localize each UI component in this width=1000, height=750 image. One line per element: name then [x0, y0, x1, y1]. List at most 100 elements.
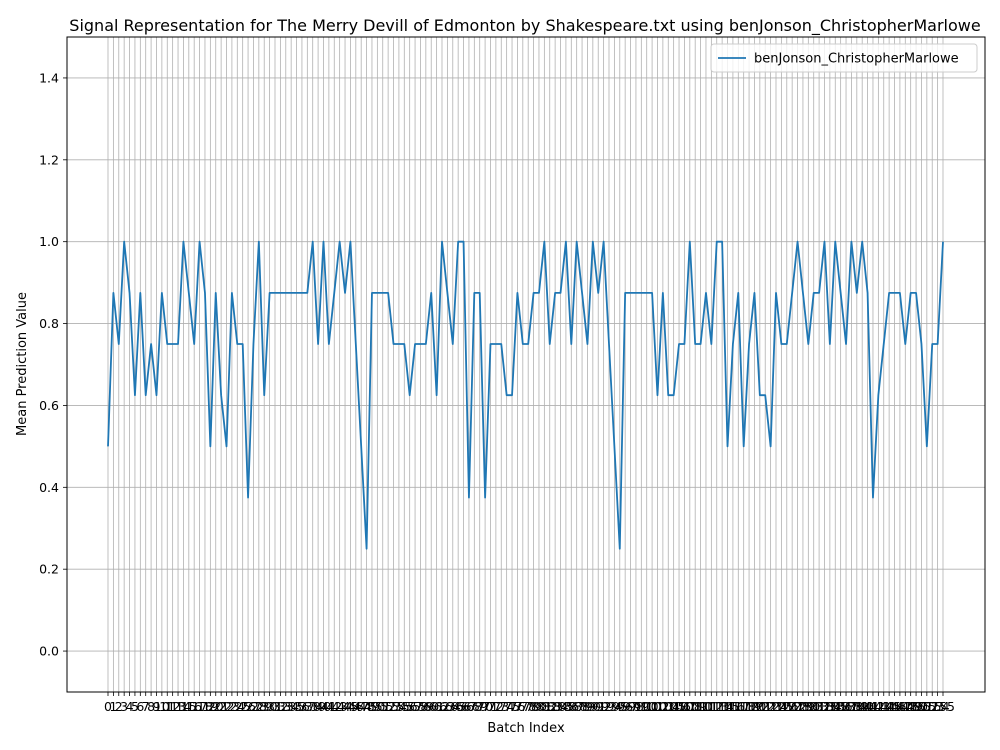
series-layer: [107, 240, 944, 550]
x-tick-label: 101: [640, 699, 664, 714]
x-tick-label: 45: [342, 699, 358, 714]
x-tick-label: 121: [748, 699, 772, 714]
grid: [67, 37, 985, 692]
x-tick-label: 88: [574, 699, 590, 714]
x-tick-label: 146: [883, 699, 907, 714]
x-tick-label: 47: [353, 699, 369, 714]
x-tick-label: 104: [656, 699, 680, 714]
x-tick-label: 15: [181, 699, 197, 714]
x-tick-label: 22: [219, 699, 235, 714]
x-tick-label: 13: [170, 699, 186, 714]
x-tick-label: 34: [283, 699, 299, 714]
x-tick-label: 147: [888, 699, 912, 714]
x-tick-label: 48: [359, 699, 375, 714]
x-tick-label: 4: [126, 699, 134, 714]
x-tick-label: 38: [305, 699, 321, 714]
x-tick-label: 75: [504, 699, 520, 714]
x-tick-label: 17: [192, 699, 208, 714]
x-tick-label: 91: [590, 699, 606, 714]
x-tick-label: 8: [147, 699, 155, 714]
x-tick-label: 149: [899, 699, 923, 714]
x-axis: 0123456789101112131415161718192021222324…: [104, 692, 955, 714]
x-tick-label: 19: [202, 699, 218, 714]
x-tick-label: 96: [617, 699, 633, 714]
x-tick-label: 12: [165, 699, 181, 714]
x-tick-label: 74: [499, 699, 515, 714]
x-tick-label: 24: [229, 699, 245, 714]
x-tick-label: 90: [585, 699, 601, 714]
x-tick-label: 151: [910, 699, 934, 714]
x-tick-label: 3: [120, 699, 128, 714]
x-tick-label: 105: [662, 699, 686, 714]
x-tick-label: 155: [931, 699, 955, 714]
x-tick-label: 10: [154, 699, 170, 714]
x-tick-label: 5: [131, 699, 139, 714]
x-tick-label: 33: [278, 699, 294, 714]
x-tick-label: 108: [678, 699, 702, 714]
y-axis: 0.0 0.2 0.4 0.6 0.8 1.0 1.2 1.4: [39, 70, 67, 659]
x-tick-label: 14: [175, 699, 191, 714]
x-tick-label: 137: [834, 699, 858, 714]
y-tick-label: 0.2: [39, 562, 59, 577]
x-tick-label: 56: [402, 699, 418, 714]
x-tick-label: 72: [488, 699, 504, 714]
x-tick-label: 97: [623, 699, 639, 714]
x-tick-label: 20: [208, 699, 224, 714]
x-tick-label: 29: [256, 699, 272, 714]
x-tick-label: 21: [213, 699, 229, 714]
x-tick-label: 23: [224, 699, 240, 714]
x-tick-label: 61: [429, 699, 445, 714]
x-tick-label: 30: [262, 699, 278, 714]
x-tick-label: 103: [651, 699, 675, 714]
x-tick-label: 81: [536, 699, 552, 714]
y-tick-label: 1.0: [39, 234, 59, 249]
x-tick-label: 154: [926, 699, 950, 714]
x-tick-label: 131: [802, 699, 826, 714]
x-tick-label: 6: [136, 699, 144, 714]
y-tick-label: 0.4: [39, 480, 59, 495]
legend-box: [710, 43, 978, 73]
x-tick-label: 124: [764, 699, 788, 714]
x-tick-label: 93: [601, 699, 617, 714]
x-tick-label: 94: [606, 699, 622, 714]
legend-entry: benJonson_ChristopherMarlowe: [754, 52, 959, 67]
x-tick-label: 78: [520, 699, 536, 714]
x-tick-label: 43: [332, 699, 348, 714]
x-tick-label: 7: [142, 699, 150, 714]
x-tick-label: 109: [683, 699, 707, 714]
x-tick-label: 134: [818, 699, 842, 714]
x-tick-label: 110: [689, 699, 713, 714]
x-tick-label: 118: [732, 699, 756, 714]
x-tick-label: 40: [316, 699, 332, 714]
x-tick-label: 70: [477, 699, 493, 714]
x-tick-label: 100: [635, 699, 659, 714]
x-tick-label: 86: [563, 699, 579, 714]
x-tick-label: 62: [434, 699, 450, 714]
x-tick-label: 39: [310, 699, 326, 714]
x-tick-label: 80: [531, 699, 547, 714]
y-tick-label: 0.8: [39, 316, 59, 331]
x-tick-label: 102: [646, 699, 670, 714]
x-tick-label: 36: [294, 699, 310, 714]
x-tick-label: 106: [667, 699, 691, 714]
x-tick-label: 128: [786, 699, 810, 714]
x-tick-label: 116: [721, 699, 745, 714]
x-tick-label: 143: [866, 699, 890, 714]
x-tick-label: 51: [375, 699, 391, 714]
x-tick-label: 52: [380, 699, 396, 714]
x-tick-label: 65: [450, 699, 466, 714]
x-tick-label: 73: [493, 699, 509, 714]
x-tick-label: 119: [737, 699, 761, 714]
x-tick-label: 41: [321, 699, 337, 714]
x-tick-label: 76: [509, 699, 525, 714]
x-tick-label: 18: [197, 699, 213, 714]
x-tick-label: 123: [759, 699, 783, 714]
x-tick-label: 150: [904, 699, 928, 714]
x-tick-label: 112: [699, 699, 723, 714]
x-tick-label: 126: [775, 699, 799, 714]
x-tick-label: 53: [386, 699, 402, 714]
x-tick-label: 140: [850, 699, 874, 714]
x-tick-label: 129: [791, 699, 815, 714]
